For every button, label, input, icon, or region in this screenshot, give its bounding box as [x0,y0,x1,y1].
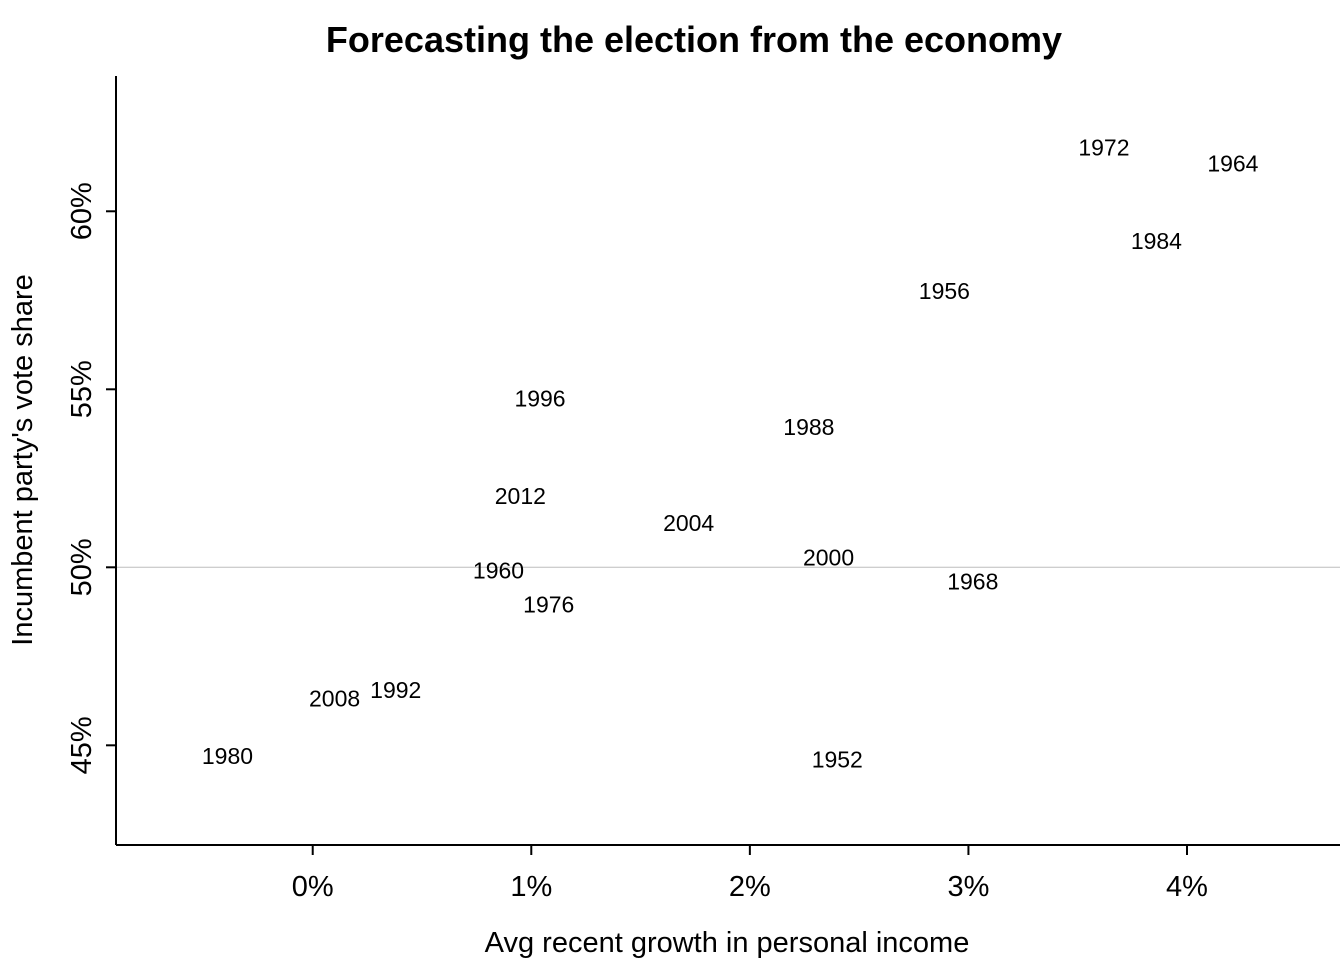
y-tick-label: 55% [66,360,98,418]
x-tick-label: 3% [947,871,989,903]
point-label-1968: 1968 [947,569,998,595]
point-label-1960: 1960 [473,558,524,584]
x-tick-label: 2% [729,871,771,903]
point-label-1980: 1980 [202,743,253,769]
point-label-1956: 1956 [919,278,970,304]
point-label-1996: 1996 [514,386,565,412]
point-label-1952: 1952 [812,747,863,773]
point-label-1964: 1964 [1207,151,1258,177]
y-axis-label: Incumbent party's vote share [7,274,39,645]
point-label-1972: 1972 [1078,135,1129,161]
point-label-2004: 2004 [663,510,714,536]
point-label-1992: 1992 [370,677,421,703]
y-tick-label: 50% [66,538,98,596]
point-label-1988: 1988 [783,414,834,440]
point-label-1984: 1984 [1131,228,1182,254]
y-tick-label: 60% [66,182,98,240]
x-tick-label: 1% [510,871,552,903]
point-label-1976: 1976 [523,592,574,618]
point-label-2012: 2012 [495,483,546,509]
chart-title: Forecasting the election from the econom… [326,19,1062,60]
x-axis-ticks: 0% 1% 2% 3% 4% [292,845,1208,903]
y-tick-label: 45% [66,716,98,774]
x-tick-label: 4% [1166,871,1208,903]
x-axis-label: Avg recent growth in personal income [485,927,970,959]
data-points: 1952 1956 1960 1964 1968 1972 1976 1980 1984 1988… [202,135,1259,773]
point-label-2008: 2008 [309,685,360,711]
x-tick-label: 0% [292,871,334,903]
y-axis-ticks: 45% 50% 55% 60% [66,182,116,774]
point-label-2000: 2000 [803,545,854,571]
